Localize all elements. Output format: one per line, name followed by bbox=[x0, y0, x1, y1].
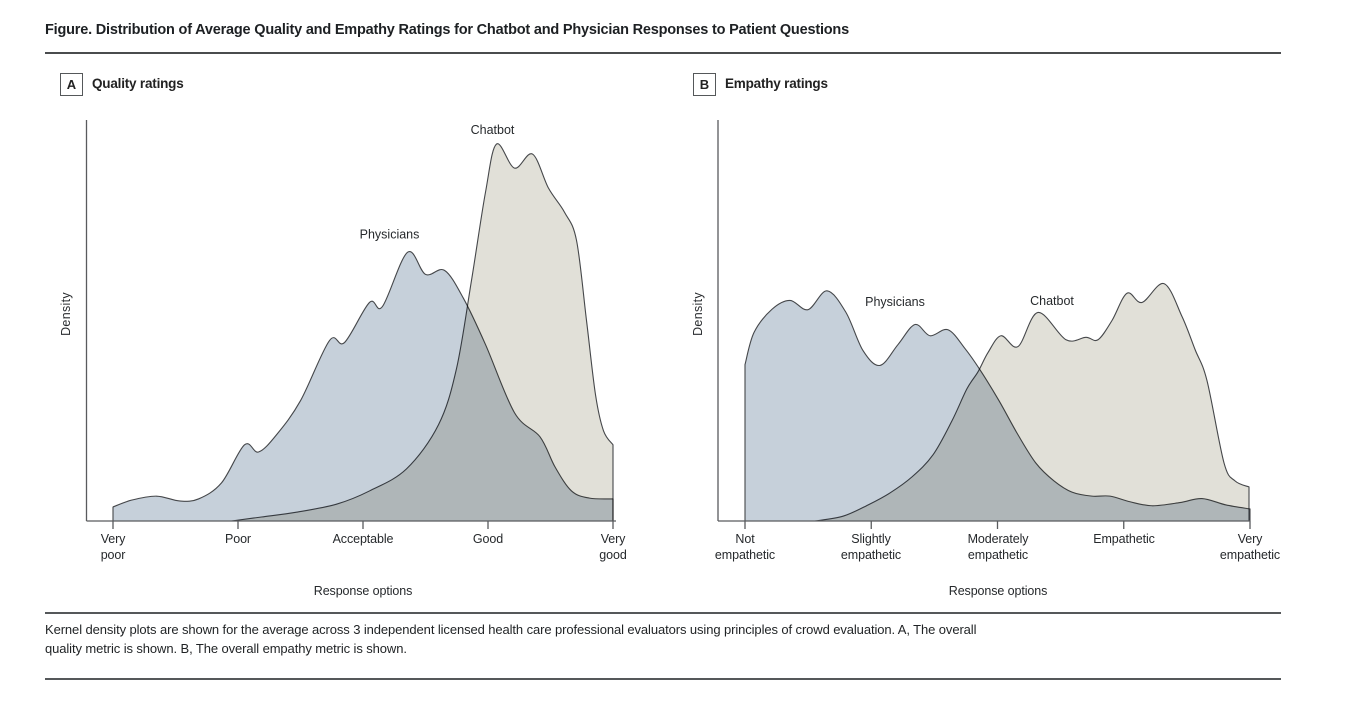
accent-bar bbox=[45, 13, 1281, 17]
tick-not-empathetic: Not empathetic bbox=[714, 532, 776, 562]
kde-plot-quality: Physicians Chatbot bbox=[85, 120, 616, 529]
tick-acceptable: Acceptable bbox=[332, 532, 394, 546]
caption-rule-top bbox=[45, 612, 1281, 614]
y-axis-label-quality: Density bbox=[59, 292, 73, 336]
caption-line-2: quality metric is shown. B, The overall … bbox=[45, 641, 407, 656]
series-label-physicians: Physicians bbox=[360, 227, 420, 241]
series-label-physicians: Physicians bbox=[865, 295, 925, 309]
tick-slightly-empathetic: Slightly empathetic bbox=[840, 532, 902, 562]
tick-moderately-empathetic: Moderately empathetic bbox=[967, 532, 1029, 562]
panel-b-tag: B bbox=[693, 73, 716, 96]
tick-very-good: Very good bbox=[599, 532, 627, 562]
tick-poor: Poor bbox=[224, 532, 251, 546]
x-axis-label-empathy: Response options bbox=[948, 584, 1048, 598]
caption-rule-bottom bbox=[45, 678, 1281, 680]
y-axis-label-empathy: Density bbox=[691, 292, 705, 336]
kde-plot-empathy: Physicians Chatbot bbox=[717, 120, 1251, 529]
figure-title: Figure. Distribution of Average Quality … bbox=[45, 22, 849, 38]
caption-line-1: Kernel density plots are shown for the a… bbox=[45, 622, 977, 637]
x-axis-label-quality: Response options bbox=[313, 584, 413, 598]
series-label-chatbot: Chatbot bbox=[471, 123, 515, 137]
axes bbox=[717, 120, 1251, 529]
tick-empathetic: Empathetic bbox=[1093, 532, 1155, 546]
series-chatbot bbox=[231, 143, 614, 522]
tick-good: Good bbox=[472, 532, 504, 546]
panel-b-title: Empathy ratings bbox=[725, 76, 828, 91]
series-chatbot bbox=[814, 283, 1250, 522]
axes bbox=[85, 120, 616, 529]
title-rule bbox=[45, 52, 1281, 55]
series-label-chatbot: Chatbot bbox=[1030, 294, 1074, 308]
panel-a-tag: A bbox=[60, 73, 83, 96]
tick-very-poor: Very poor bbox=[100, 532, 126, 562]
tick-very-empathetic: Very empathetic bbox=[1219, 532, 1281, 562]
panel-a-title: Quality ratings bbox=[92, 76, 184, 91]
